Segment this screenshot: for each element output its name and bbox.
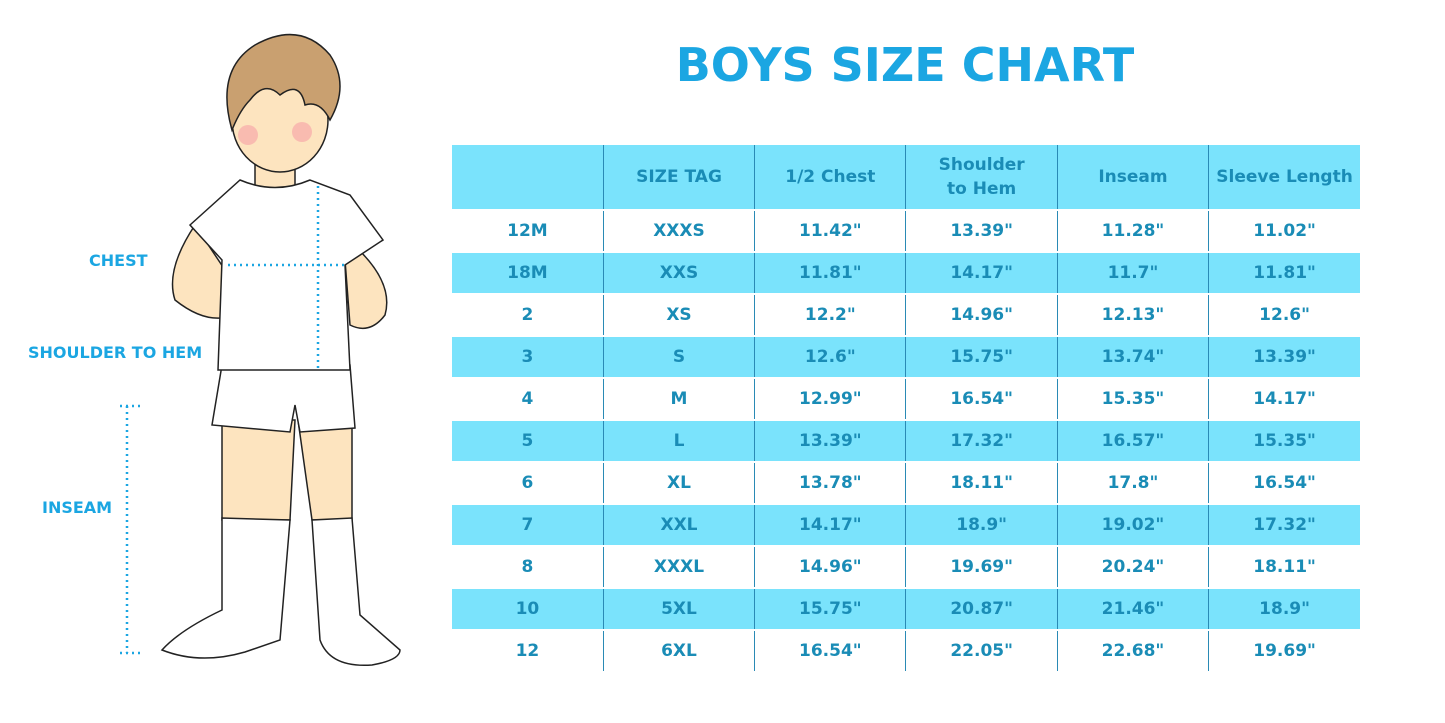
table-cell: 16.54" bbox=[1208, 462, 1360, 504]
column-header: Sleeve Length bbox=[1208, 145, 1360, 210]
table-cell: 5XL bbox=[602, 588, 755, 630]
column-header: SIZE TAG bbox=[602, 145, 755, 210]
table-cell: 22.05" bbox=[905, 630, 1058, 671]
table-cell: 12.13" bbox=[1056, 294, 1209, 336]
table-cell: S bbox=[602, 336, 755, 378]
table-cell: L bbox=[602, 420, 755, 462]
table-cell: 21.46" bbox=[1056, 588, 1209, 630]
column-header: Inseam bbox=[1056, 145, 1209, 210]
table-row: 12 6XL 16.54" 22.05" 22.68" 19.69" bbox=[452, 630, 1360, 671]
table-cell: 18.9" bbox=[905, 504, 1058, 546]
right-arm bbox=[344, 238, 388, 330]
table-cell: 11.02" bbox=[1208, 210, 1360, 252]
table-cell: XXL bbox=[602, 504, 755, 546]
table-cell: 15.35" bbox=[1056, 378, 1209, 420]
shorts bbox=[211, 364, 356, 433]
table-cell: 8 bbox=[521, 557, 534, 577]
table-cell: 17.32" bbox=[1208, 504, 1360, 546]
table-cell: 14.96" bbox=[905, 294, 1058, 336]
page-title: BOYS SIZE CHART bbox=[675, 38, 1135, 92]
table-cell: 13.74" bbox=[1056, 336, 1209, 378]
table-cell: 15.35" bbox=[1208, 420, 1360, 462]
table-cell: 11.81" bbox=[754, 252, 906, 294]
table-cell: XXXS bbox=[602, 210, 755, 252]
table-cell: 19.69" bbox=[1208, 630, 1360, 671]
table-cell: 17.8" bbox=[1056, 462, 1209, 504]
table-cell: 11.7" bbox=[1056, 252, 1209, 294]
table-cell: 11.81" bbox=[1208, 252, 1360, 294]
table-row: 18M XXS 11.81" 14.17" 11.7" 11.81" bbox=[452, 252, 1360, 294]
table-cell: 17.32" bbox=[905, 420, 1058, 462]
table-row: 6 XL 13.78" 18.11" 17.8" 16.54" bbox=[452, 462, 1360, 504]
table-cell: 18.9" bbox=[1208, 588, 1360, 630]
table-cell: 3 bbox=[452, 336, 604, 378]
table-row: 10 5XL 15.75" 20.87" 21.46" 18.9" bbox=[452, 588, 1360, 630]
table-cell: 18M bbox=[452, 252, 604, 294]
table-cell: XXS bbox=[602, 252, 755, 294]
right-leg bbox=[297, 419, 353, 521]
table-cell: 15.75" bbox=[905, 336, 1058, 378]
hair bbox=[226, 33, 341, 133]
shirt bbox=[188, 179, 385, 371]
table-cell: 18.11" bbox=[905, 462, 1058, 504]
table-cell: 12 bbox=[515, 641, 540, 661]
table-cell: 13.39" bbox=[905, 210, 1058, 252]
table-cell: 14.17" bbox=[1208, 378, 1360, 420]
left-sock bbox=[160, 517, 291, 659]
size-table: SIZE TAG 1/2 Chest Shoulder to Hem Inseam Sl… bbox=[452, 145, 1360, 671]
table-cell: 14.96" bbox=[754, 546, 906, 588]
table-cell: 13.39" bbox=[1208, 336, 1360, 378]
table-cell: XL bbox=[602, 462, 755, 504]
table-cell: 14.17" bbox=[905, 252, 1058, 294]
table-cell: 6 bbox=[521, 473, 534, 493]
right-sock bbox=[311, 517, 401, 667]
table-cell: 13.39" bbox=[754, 420, 906, 462]
table-cell: 4 bbox=[521, 389, 534, 409]
chest-label: CHEST bbox=[89, 251, 148, 270]
table-row: 2 XS 12.2" 14.96" 12.13" 12.6" bbox=[452, 294, 1360, 336]
table-cell: 16.57" bbox=[1056, 420, 1209, 462]
table-cell: 11.28" bbox=[1056, 210, 1209, 252]
table-cell: M bbox=[602, 378, 755, 420]
table-cell: 6XL bbox=[602, 630, 755, 671]
table-cell: XS bbox=[602, 294, 755, 336]
table-cell: 5 bbox=[452, 420, 604, 462]
table-cell: 12.6" bbox=[1208, 294, 1360, 336]
table-row: 8 XXXL 14.96" 19.69" 20.24" 18.11" bbox=[452, 546, 1360, 588]
table-row: 12M XXXS 11.42" 13.39" 11.28" 11.02" bbox=[452, 210, 1360, 252]
boy-illustration bbox=[120, 33, 401, 667]
table-cell: 12.6" bbox=[754, 336, 906, 378]
left-leg bbox=[221, 419, 296, 521]
table-row: 7 XXL 14.17" 18.9" 19.02" 17.32" bbox=[452, 504, 1360, 546]
table-row: 4 M 12.99" 16.54" 15.35" 14.17" bbox=[452, 378, 1360, 420]
table-cell: 22.68" bbox=[1056, 630, 1209, 671]
shoulder-to-hem-label: SHOULDER TO HEM bbox=[28, 343, 203, 362]
table-cell: 18.11" bbox=[1208, 546, 1360, 588]
table-cell: 19.02" bbox=[1056, 504, 1209, 546]
column-header: Shoulder to Hem bbox=[905, 145, 1058, 210]
table-cell: 16.54" bbox=[754, 630, 906, 671]
table-cell: 16.54" bbox=[905, 378, 1058, 420]
table-cell: 11.42" bbox=[754, 210, 906, 252]
left-arm bbox=[171, 223, 226, 319]
table-row: 3 S 12.6" 15.75" 13.74" 13.39" bbox=[452, 336, 1360, 378]
table-cell: 12M bbox=[507, 221, 548, 241]
table-cell: 7 bbox=[452, 504, 604, 546]
table-cell: 12.2" bbox=[754, 294, 906, 336]
table-cell: 13.78" bbox=[754, 462, 906, 504]
table-cell: 20.24" bbox=[1056, 546, 1209, 588]
column-header bbox=[452, 145, 604, 210]
table-cell: XXXL bbox=[602, 546, 755, 588]
table-header-row: SIZE TAG 1/2 Chest Shoulder to Hem Inseam Sl… bbox=[452, 145, 1360, 210]
inseam-label: INSEAM bbox=[42, 498, 113, 517]
table-cell: 20.87" bbox=[905, 588, 1058, 630]
table-cell: 2 bbox=[521, 305, 534, 325]
table-cell: 10 bbox=[452, 588, 604, 630]
table-cell: 14.17" bbox=[754, 504, 906, 546]
table-row: 5 L 13.39" 17.32" 16.57" 15.35" bbox=[452, 420, 1360, 462]
table-cell: 12.99" bbox=[754, 378, 906, 420]
table-cell: 19.69" bbox=[905, 546, 1058, 588]
table-cell: 15.75" bbox=[754, 588, 906, 630]
column-header: 1/2 Chest bbox=[754, 145, 906, 210]
